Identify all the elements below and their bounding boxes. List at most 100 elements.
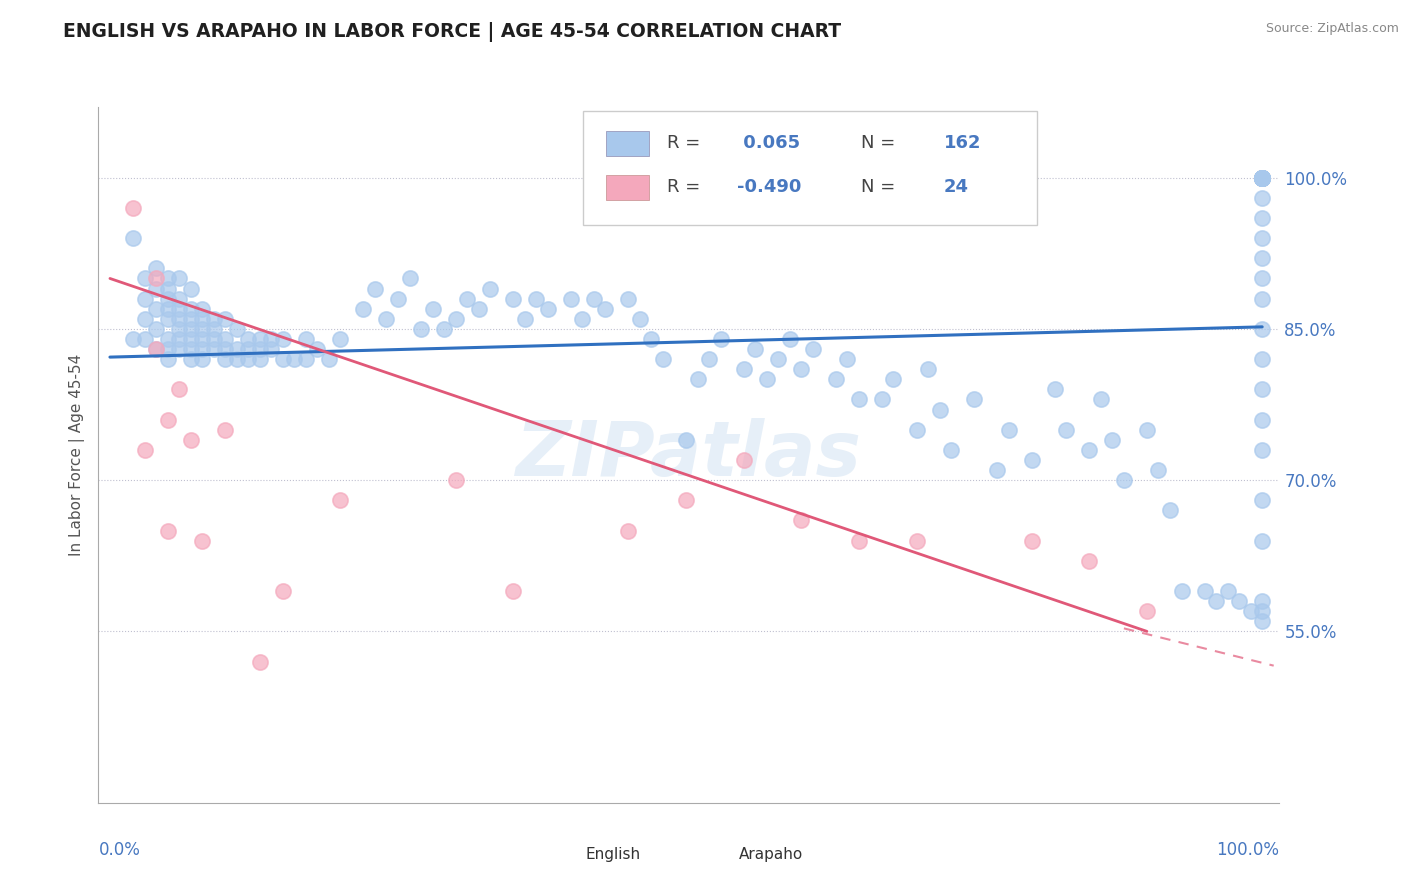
Point [167,332,190,346]
Point [167,383,190,397]
Point [1136,604,1159,618]
Point [1159,503,1181,517]
Point [917,362,939,376]
Point [283,352,305,367]
Point [260,342,283,356]
Point [733,362,755,376]
Point [790,362,813,376]
Point [905,423,928,437]
Point [1251,170,1274,185]
Point [1136,423,1159,437]
Point [467,301,489,316]
Point [1251,170,1274,185]
Point [997,423,1019,437]
Point [249,352,271,367]
FancyBboxPatch shape [582,111,1038,226]
Point [675,433,697,447]
Point [1112,473,1135,487]
Point [167,311,190,326]
Point [156,271,179,285]
Point [1240,604,1263,618]
Text: R =: R = [666,134,700,153]
Point [824,372,846,386]
Point [145,301,167,316]
Point [790,513,813,527]
Point [768,352,790,367]
Text: 162: 162 [943,134,981,153]
Point [191,322,214,336]
Point [640,332,662,346]
Text: 100.0%: 100.0% [1216,841,1279,859]
Point [1251,412,1274,426]
Point [1251,252,1274,266]
Point [595,301,617,316]
FancyBboxPatch shape [699,846,730,864]
Point [1251,533,1274,548]
Point [238,342,260,356]
Point [1205,594,1227,608]
Point [329,493,352,508]
Point [202,342,225,356]
Point [249,655,271,669]
Point [1251,170,1274,185]
Point [1251,383,1274,397]
Point [214,311,236,326]
Point [167,342,190,356]
Point [156,311,179,326]
Point [156,524,179,538]
Point [502,584,524,599]
Point [364,281,387,295]
Point [409,322,432,336]
Point [225,352,247,367]
Point [156,301,179,316]
Point [1251,170,1274,185]
Point [238,332,260,346]
Point [122,201,145,215]
Text: ENGLISH VS ARAPAHO IN LABOR FORCE | AGE 45-54 CORRELATION CHART: ENGLISH VS ARAPAHO IN LABOR FORCE | AGE … [63,22,841,42]
Point [882,372,904,386]
Point [180,322,202,336]
Point [214,352,236,367]
Point [479,281,502,295]
Point [1251,292,1274,306]
Point [191,342,214,356]
Point [1147,463,1170,477]
Point [307,342,329,356]
Point [329,332,352,346]
Point [1251,231,1274,245]
Point [1251,604,1274,618]
Point [156,332,179,346]
Point [1251,191,1274,205]
Point [145,342,167,356]
Point [1251,170,1274,185]
Text: -0.490: -0.490 [737,178,801,196]
Point [1251,352,1274,367]
Point [560,292,582,306]
Text: 0.0%: 0.0% [98,841,141,859]
Point [1078,554,1101,568]
Point [167,301,190,316]
Point [710,332,733,346]
Point [801,342,824,356]
Point [1251,594,1274,608]
Point [145,322,167,336]
Point [180,433,202,447]
Point [122,231,145,245]
Point [870,392,893,407]
Point [145,271,167,285]
FancyBboxPatch shape [606,131,648,156]
Point [134,442,156,457]
Point [1251,170,1274,185]
Point [1251,170,1274,185]
Point [214,332,236,346]
Point [1078,442,1101,457]
Point [180,342,202,356]
Point [134,292,156,306]
Point [848,392,870,407]
Point [134,311,156,326]
Point [318,352,340,367]
Point [1251,170,1274,185]
Point [433,322,456,336]
Text: 24: 24 [943,178,969,196]
Point [928,402,950,417]
